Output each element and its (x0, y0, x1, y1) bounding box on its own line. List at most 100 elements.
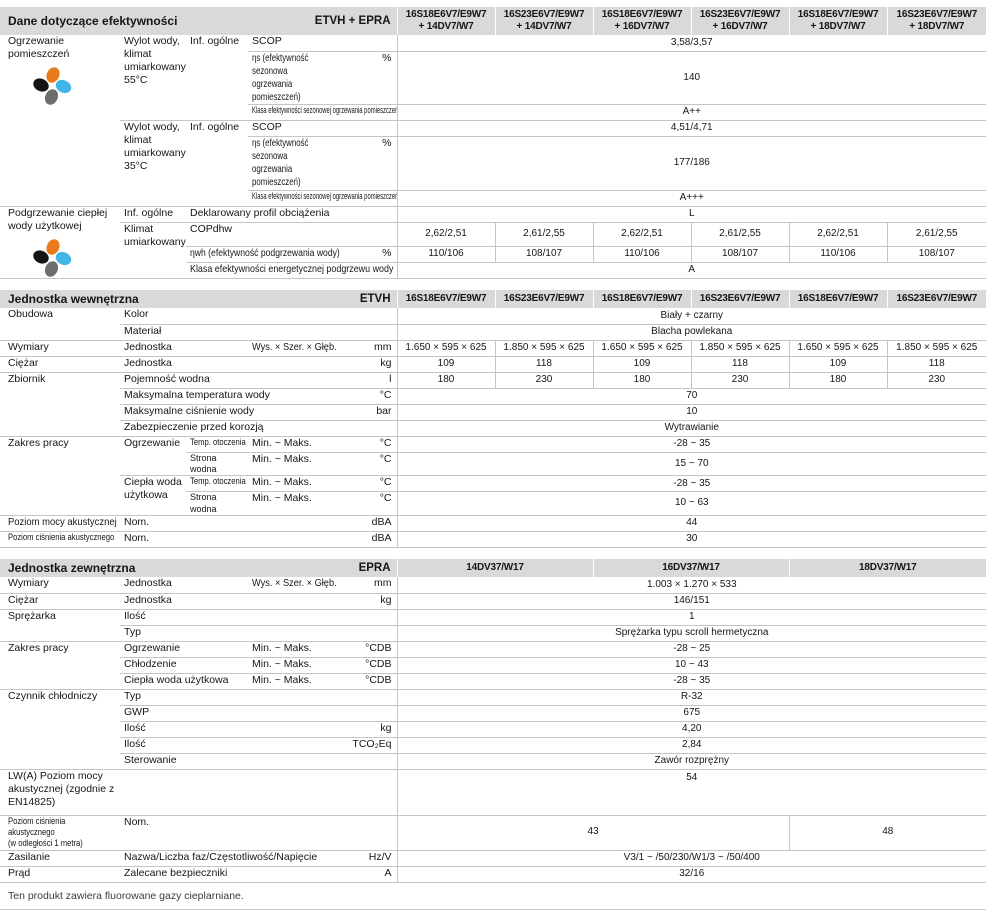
cell-text: Wylot wody, klimat umiarkowany 35°C (124, 121, 186, 173)
cell-text: 109 (633, 358, 651, 369)
spec-value: 230 (886, 372, 986, 389)
spec-value: 4,51/4,71 (396, 120, 986, 137)
cell-text: bar (376, 404, 392, 417)
cell-text: Zalecane bezpieczniki (124, 866, 228, 879)
model-header: 16S23E6V7/E9W7 + 16DV7/W7 (690, 7, 790, 35)
spec-label: Inf. ogólne (120, 206, 186, 223)
model-header: 16S23E6V7/E9W7 + 18DV7/W7 (886, 7, 986, 35)
unit-label: dBA (345, 531, 398, 548)
spec-value: 2,62/2,51 (788, 222, 888, 247)
cell-text: 1.003 × 1.270 × 533 (647, 578, 737, 590)
spec-label (120, 769, 398, 816)
cell-text: 16S18E6V7/E9W7 + 14DV7/W7 (405, 9, 487, 32)
unit-label: °CDB (345, 641, 398, 658)
cell-text: 16S18E6V7/E9W7 (405, 293, 487, 305)
cell-text: A (384, 866, 392, 879)
cell-text: Klasa efektywności sezonowej ogrzewania … (252, 190, 398, 201)
category-label: Prąd (0, 866, 120, 883)
unit-label: kg (345, 356, 398, 373)
category-label: Poziom mocy akustycznej (0, 515, 120, 532)
cell-text: SCOP (252, 35, 282, 47)
spec-value: 110/106 (396, 246, 496, 263)
cell-text: L (688, 207, 695, 219)
spec-label: Min. ~ Maks. (248, 436, 345, 453)
unit-label: mm (345, 577, 398, 594)
footer-note: Ten produkt zawiera fluorowane gazy ciep… (8, 889, 244, 902)
cell-text: °CDB (365, 657, 392, 670)
cell-text: 18DV37/W17 (859, 562, 917, 574)
cell-text: 16S23E6V7/E9W7 + 14DV7/W7 (503, 9, 585, 32)
cell-text: 2,61/2,55 (719, 227, 761, 239)
cell-text: 109 (437, 358, 455, 369)
cell-text: Sprężarka typu scroll hermetyczna (615, 627, 769, 638)
cell-text: Maksymalne ciśnienie wody (124, 404, 255, 417)
unit-label: % (345, 51, 398, 105)
spec-label: Nazwa/Liczba faz/Częstotliwość/Napięcie (120, 850, 345, 867)
spec-value: 109 (788, 356, 888, 373)
cell-text: 118 (536, 358, 552, 369)
spec-value: 1.003 × 1.270 × 533 (396, 577, 986, 594)
spec-label: Nom. (120, 531, 345, 548)
spec-label: SCOP (248, 35, 398, 52)
unit-label: TCO₂Eq (345, 737, 398, 754)
cell-text: 2,61/2,55 (523, 227, 565, 239)
spec-label: Ciepła woda użytkowa (120, 673, 248, 690)
cell-text: Zakres pracy (8, 641, 69, 654)
category-label: Wymiary (0, 577, 120, 594)
category-label: Poziom ciśnienia akustycznego (w odległo… (0, 815, 120, 851)
spec-label: Temp. otoczenia (186, 436, 248, 453)
cell-text: 180 (633, 374, 651, 385)
cell-text: Min. ~ Maks. (252, 657, 312, 670)
cell-text: 180 (829, 374, 847, 385)
spec-value: 1.650 × 595 × 625 (592, 340, 692, 357)
series-label-etvh-epra: ETVH + EPRA (248, 7, 398, 35)
cell-text: 110/106 (428, 248, 464, 259)
cell-text: Ilość (124, 737, 146, 750)
spec-label: Klimat umiarkowany (120, 222, 186, 279)
cell-text: 177/186 (673, 157, 710, 168)
spec-value: 3,58/3,57 (396, 35, 986, 52)
cell-text: 30 (686, 533, 698, 544)
cell-text: 54 (686, 771, 698, 783)
cell-text: % (382, 51, 392, 64)
spec-label: Min. ~ Maks. (248, 657, 345, 674)
spec-value: 230 (494, 372, 594, 389)
cell-text: 4,20 (682, 723, 702, 734)
spec-value: Wytrawianie (396, 420, 986, 437)
cell-text: 1.650 × 595 × 625 (601, 342, 683, 353)
spec-value: 146/151 (396, 593, 986, 610)
unit-label: °C (345, 452, 398, 477)
spec-label: Ilość (120, 721, 345, 738)
spec-label: Min. ~ Maks. (248, 475, 345, 493)
cell-text: 230 (928, 374, 946, 385)
category-label: Sprężarka (0, 609, 120, 642)
section-title-performance-data: Dane dotyczące efektywności (0, 7, 248, 35)
category-space-heating: Ogrzewanie pomieszczeń (0, 35, 120, 207)
unit-label: °CDB (345, 657, 398, 674)
model-header: 16S18E6V7/E9W7 (788, 290, 888, 309)
cell-text: Wymiary (8, 340, 49, 353)
spec-value: 177/186 (396, 136, 986, 191)
spec-value: A+++ (396, 190, 986, 207)
spec-table: Dane dotyczące efektywności ETVH + EPRA 16… (0, 7, 986, 883)
spec-value: Blacha powlekana (396, 324, 986, 341)
model-header: 16DV37/W17 (592, 559, 790, 578)
cell-text: Poziom ciśnienia akustycznego (8, 531, 115, 542)
spec-label: Ogrzewanie (120, 436, 186, 477)
spec-label: Jednostka (120, 577, 248, 594)
section-title-outdoor-unit: Jednostka zewnętrzna (0, 559, 345, 578)
spec-value: A++ (396, 104, 986, 121)
cell-text: Nom. (124, 815, 150, 828)
model-header: 16S23E6V7/E9W7 + 14DV7/W7 (494, 7, 594, 35)
cell-text: 16S18E6V7/E9W7 + 16DV7/W7 (601, 9, 683, 32)
unit-label: mm (345, 340, 398, 357)
cell-text: SCOP (252, 121, 282, 133)
spec-value: 109 (396, 356, 496, 373)
spec-value: -28 ~ 35 (396, 475, 986, 493)
cell-text: Ciepła woda użytkowa (124, 476, 182, 502)
spec-value: 70 (396, 388, 986, 405)
cell-text: 70 (686, 390, 698, 401)
cell-text: Zawór rozprężny (654, 755, 729, 766)
model-header: 14DV37/W17 (396, 559, 594, 578)
